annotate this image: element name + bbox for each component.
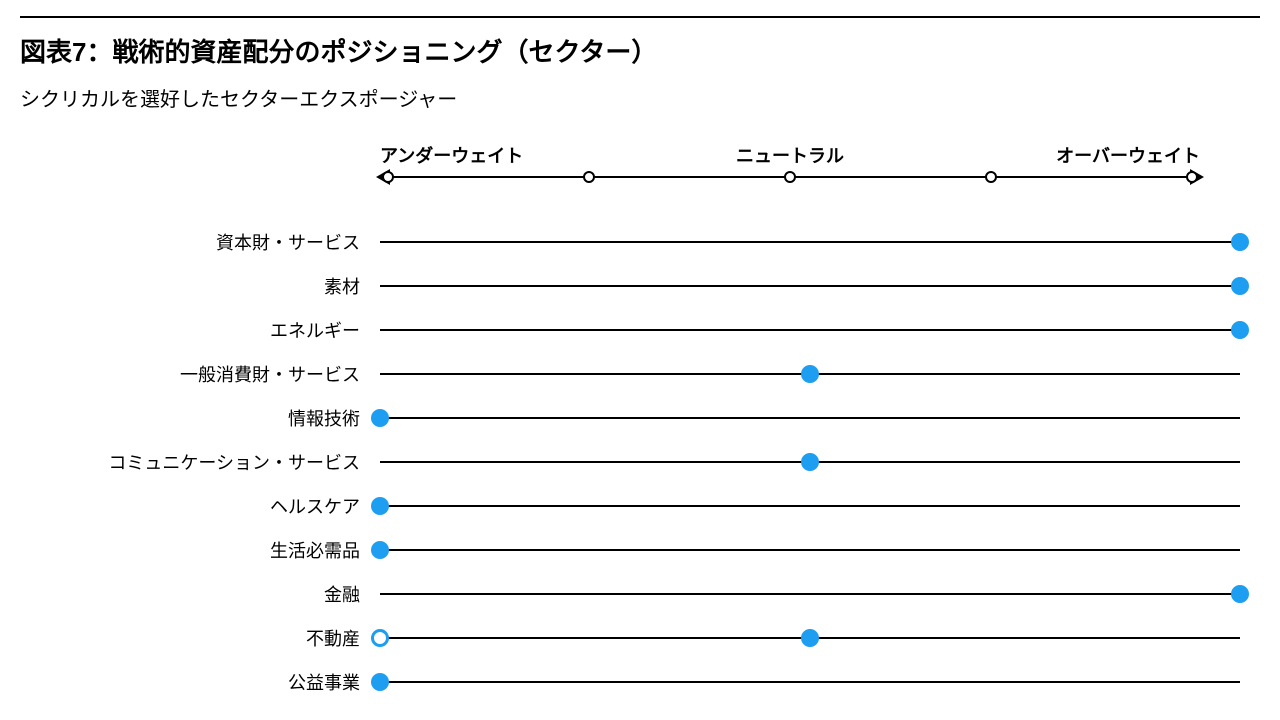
chart-row: 生活必需品 [20, 528, 1240, 572]
row-track [380, 461, 1240, 463]
row-label: 金融 [20, 581, 380, 607]
top-rule [20, 16, 1260, 18]
axis-tick [1186, 171, 1198, 183]
chart-row: 一般消費財・サービス [20, 352, 1240, 396]
chart-row: ヘルスケア [20, 484, 1240, 528]
chart-row: 公益事業 [20, 660, 1240, 704]
chart-row: 素材 [20, 264, 1240, 308]
position-dot-current [1231, 585, 1249, 603]
chart-row: 不動産 [20, 616, 1240, 660]
row-track [380, 505, 1240, 507]
row-label: 素材 [20, 273, 380, 299]
position-dot-current [371, 673, 389, 691]
chart-row: 資本財・サービス [20, 220, 1240, 264]
chart-rows: 資本財・サービス素材エネルギー一般消費財・サービス情報技術コミュニケーション・サ… [20, 220, 1240, 704]
axis-tick [583, 171, 595, 183]
row-track [380, 285, 1240, 287]
row-label: 公益事業 [20, 669, 380, 695]
position-dot-current [801, 365, 819, 383]
chart-subtitle: シクリカルを選好したセクターエクスポージャー [20, 83, 1260, 112]
row-label: ヘルスケア [20, 493, 380, 519]
chart-title: 図表7：戦術的資産配分のポジショニング（セクター） [20, 32, 1260, 69]
row-track [380, 637, 1240, 639]
row-track [380, 681, 1240, 683]
axis-label-neutral: ニュートラル [736, 142, 844, 168]
axis-tick [382, 171, 394, 183]
chart-row: 金融 [20, 572, 1240, 616]
position-dot-previous [371, 629, 389, 647]
row-track [380, 241, 1240, 243]
row-label: エネルギー [20, 317, 380, 343]
row-label: 情報技術 [20, 405, 380, 431]
position-dot-current [1231, 321, 1249, 339]
position-dot-current [801, 453, 819, 471]
sector-positioning-chart: アンダーウェイト ニュートラル オーバーウェイト 資本財・サービス素材エネルギー… [20, 142, 1240, 702]
position-dot-current [371, 497, 389, 515]
axis-label-underweight: アンダーウェイト [380, 142, 523, 168]
position-dot-current [1231, 277, 1249, 295]
row-track [380, 329, 1240, 331]
axis-line [388, 176, 1192, 178]
row-track [380, 593, 1240, 595]
axis-header: アンダーウェイト ニュートラル オーバーウェイト [380, 142, 1200, 212]
chart-row: エネルギー [20, 308, 1240, 352]
axis-tick [784, 171, 796, 183]
row-label: 生活必需品 [20, 537, 380, 563]
position-dot-current [1231, 233, 1249, 251]
row-track [380, 549, 1240, 551]
row-track [380, 417, 1240, 419]
row-label: 一般消費財・サービス [20, 361, 380, 387]
row-label: コミュニケーション・サービス [20, 449, 380, 475]
row-track [380, 373, 1240, 375]
position-dot-current [371, 541, 389, 559]
position-dot-current [371, 409, 389, 427]
axis-tick [985, 171, 997, 183]
chart-row: 情報技術 [20, 396, 1240, 440]
row-label: 不動産 [20, 625, 380, 651]
position-dot-current [801, 629, 819, 647]
axis-label-overweight: オーバーウェイト [1056, 142, 1200, 168]
row-label: 資本財・サービス [20, 229, 380, 255]
chart-row: コミュニケーション・サービス [20, 440, 1240, 484]
